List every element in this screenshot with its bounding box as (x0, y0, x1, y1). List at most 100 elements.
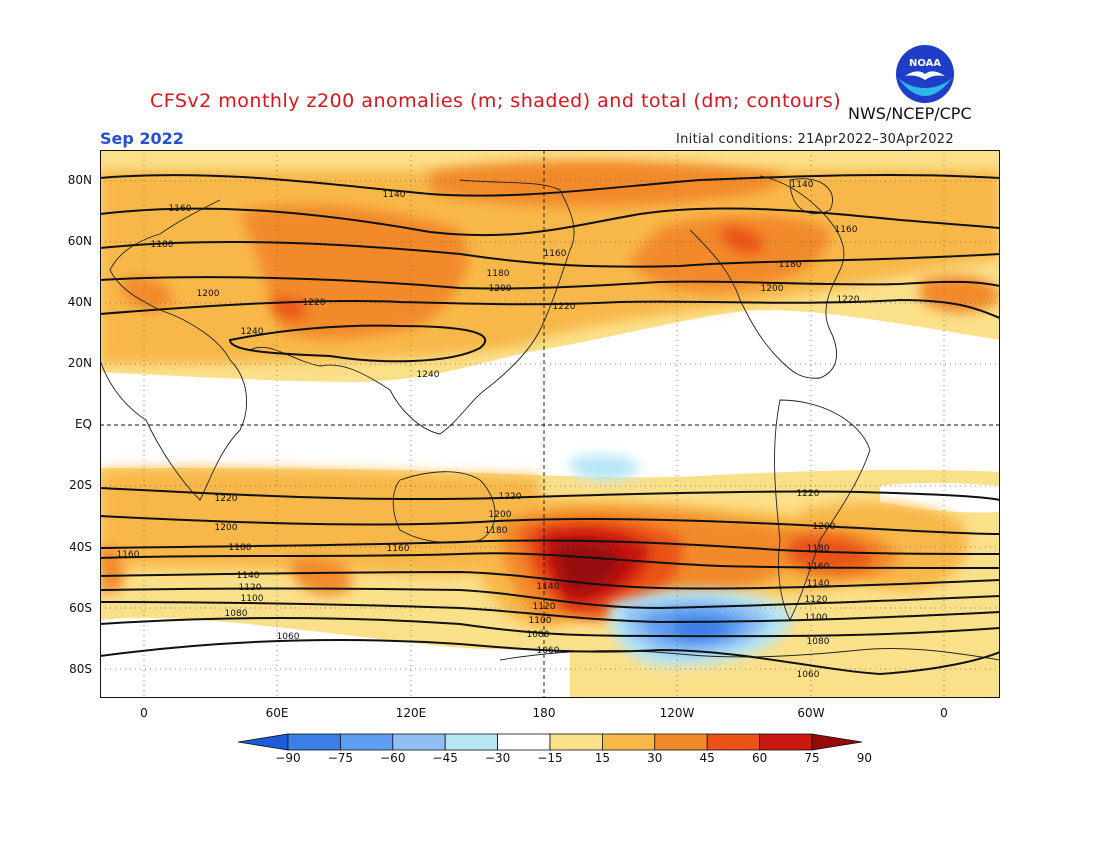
contour-1220-north (100, 298, 1000, 319)
contour-1160-north (100, 207, 1000, 237)
coast-south-america (774, 399, 871, 622)
contour-label: 1160 (835, 225, 858, 235)
contour-label: 1240 (417, 370, 440, 380)
lon-label: 60E (265, 706, 289, 720)
contour-1220-south (100, 487, 1000, 501)
contour-label: 1140 (237, 571, 260, 581)
chart-title: CFSv2 monthly z200 anomalies (m; shaded)… (150, 90, 842, 112)
contour-label: 1060 (277, 632, 300, 642)
contour-label: 1180 (485, 526, 508, 536)
lat-label: 20N (67, 356, 92, 370)
contour-label: 1200 (197, 289, 220, 299)
contour-label: 1220 (499, 492, 522, 502)
south-ocean-neutral (100, 617, 570, 698)
south-atlantic-neutral (880, 482, 1000, 513)
anomaly-map: 1140 1140 1160 1160 1160 1180 1180 1180 … (100, 150, 1000, 698)
colorbar-cell (706, 733, 761, 751)
contour-1140-south (100, 570, 1000, 590)
contour-label: 1160 (387, 544, 410, 554)
lat-label: 40N (67, 295, 92, 309)
colorbar-label: −90 (275, 751, 301, 765)
map-border (100, 150, 1000, 698)
colorbar-cell (549, 733, 603, 751)
agency-label: NWS/NCEP/CPC (848, 104, 972, 123)
contour-label: 1060 (797, 670, 820, 680)
contour-label: 1220 (797, 489, 820, 499)
contour-label: 1160 (169, 204, 192, 214)
contour-label: 1100 (805, 613, 828, 623)
contour-label: 1220 (215, 494, 238, 504)
warm-anomaly-maroon (555, 540, 625, 594)
colorbar-label: 15 (594, 751, 611, 765)
contour-label: 1120 (805, 595, 828, 605)
lon-label: 180 (532, 706, 556, 720)
contour-label: 1240 (241, 327, 264, 337)
contour-1080-south (100, 617, 1000, 638)
forecast-month: Sep 2022 (100, 129, 184, 148)
coast-asia (249, 179, 575, 435)
contour-1160-south (100, 552, 1000, 569)
contour-1240-north (228, 324, 487, 363)
contour-label: 1140 (807, 579, 830, 589)
colorbar (238, 733, 862, 751)
colorbar-label: 90 (856, 751, 873, 765)
colorbar-cell (497, 733, 551, 751)
height-contours (100, 173, 1000, 676)
colorbar-label: −30 (484, 751, 511, 765)
contour-1200-south (100, 515, 1000, 535)
contour-label: 1080 (527, 630, 550, 640)
noaa-logo-icon: NOAA (896, 45, 954, 103)
colorbar-cell (811, 733, 862, 751)
colorbar-label: −60 (380, 751, 406, 765)
contour-labels-south: 1220 1220 1220 1200 1200 1200 1180 1180 … (117, 489, 836, 680)
contour-label: 1160 (807, 562, 830, 572)
colorbar-label: 45 (699, 751, 715, 765)
coast-north-america (689, 175, 845, 379)
colorbar-label: 60 (751, 751, 768, 765)
contour-label: 1180 (151, 240, 174, 250)
contour-label: 1220 (837, 295, 860, 305)
contour-1060-south (100, 639, 1000, 676)
contour-label: 1060 (537, 646, 560, 656)
contour-label: 1160 (117, 550, 140, 560)
lat-label: 60N (67, 234, 92, 248)
lat-label: 40S (69, 540, 92, 554)
contour-label: 1140 (537, 582, 560, 592)
colorbar-cell (392, 733, 446, 751)
contour-label: 1180 (807, 544, 830, 554)
contour-1100-south (100, 601, 1000, 624)
equator-dateline (100, 150, 1000, 698)
contour-label: 1080 (225, 609, 248, 619)
lat-label: 20S (69, 478, 92, 492)
lat-label: 80N (67, 173, 92, 187)
contour-label: 1120 (533, 602, 556, 612)
colorbar-cell (759, 733, 813, 751)
colorbar-cells (238, 733, 862, 751)
coast-australia (392, 471, 496, 544)
lon-label: 0 (940, 706, 948, 720)
noaa-logo-text: NOAA (909, 58, 941, 69)
contour-label: 1200 (813, 522, 836, 532)
contour-label: 1120 (239, 583, 262, 593)
contour-label: 1180 (487, 269, 510, 279)
colorbar-cell (654, 733, 708, 751)
colorbar-label: 30 (647, 751, 663, 765)
contour-label: 1080 (807, 637, 830, 647)
contour-label: 1100 (529, 616, 552, 626)
contour-label: 1220 (553, 302, 576, 312)
contour-1140-north (100, 173, 1000, 197)
colorbar-cell (287, 733, 341, 751)
lat-label: 60S (69, 601, 92, 615)
lon-label: 120W (659, 706, 695, 720)
lat-label: 80S (69, 662, 92, 676)
colorbar-cell (601, 733, 656, 751)
contour-label: 1200 (489, 510, 512, 520)
contour-label: 1140 (383, 190, 406, 200)
contour-label: 1180 (779, 260, 802, 270)
coast-africa-europe (100, 199, 247, 501)
contour-1120-south (100, 587, 1000, 610)
contour-label: 1200 (215, 523, 238, 533)
contour-1200-north (100, 276, 1000, 290)
coast-greenland (789, 178, 833, 215)
contour-labels-north: 1140 1140 1160 1160 1160 1180 1180 1180 … (151, 180, 860, 380)
